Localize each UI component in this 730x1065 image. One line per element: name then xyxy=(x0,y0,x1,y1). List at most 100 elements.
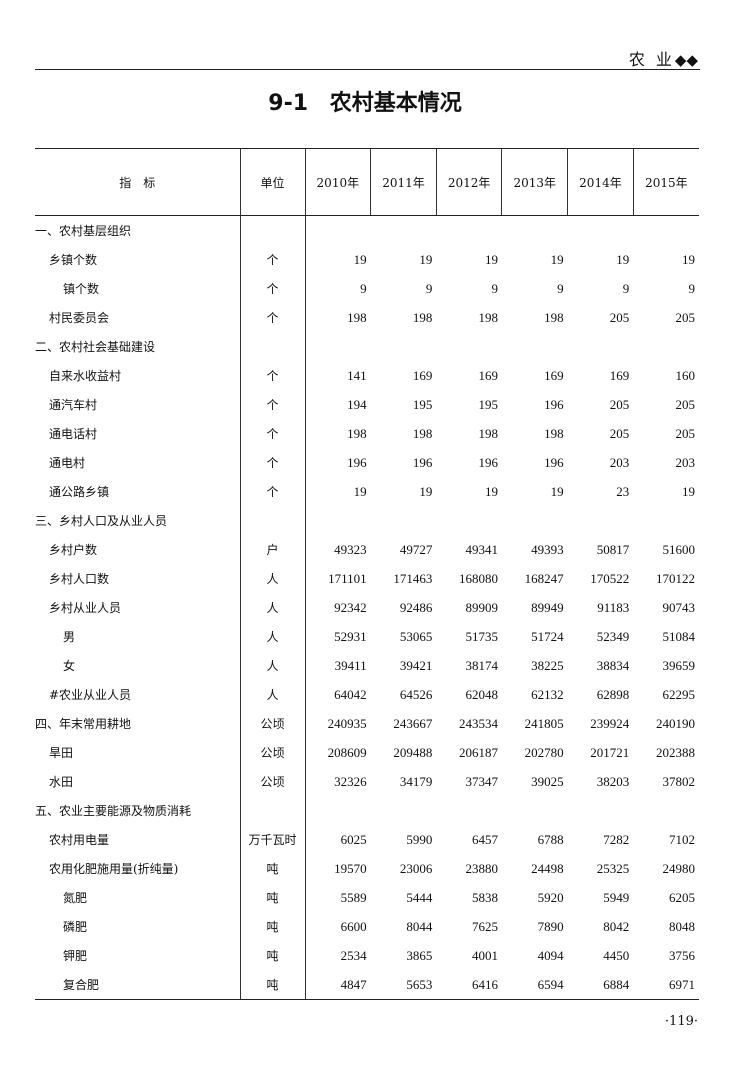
cell-value: 62295 xyxy=(662,686,696,702)
table-row: 磷肥 吨 6600 8044 7625 7890 8042 8048 xyxy=(35,912,699,941)
cell-value: 198 xyxy=(478,309,498,325)
row-label: 农用化肥施用量(折纯量) xyxy=(49,862,179,876)
cell-value xyxy=(436,506,502,535)
cell-value: 5589 xyxy=(340,889,367,905)
cell-value: 32326 xyxy=(334,773,367,789)
cell-value xyxy=(502,332,568,361)
table-row: 村民委员会 个 198 198 198 198 205 205 xyxy=(35,303,699,332)
row-label: 通汽车村 xyxy=(49,398,98,412)
cell-value xyxy=(436,332,502,361)
row-label: 乡村户数 xyxy=(49,543,98,557)
cell-value: 202388 xyxy=(656,744,695,760)
cell-value: 4001 xyxy=(471,947,498,963)
row-label: 通电话村 xyxy=(49,427,98,441)
table-row: 五、农业主要能源及物质消耗 xyxy=(35,796,699,825)
cell-value: 240190 xyxy=(656,715,695,731)
table-row: 乡村从业人员 人 92342 92486 89909 89949 91183 90743 xyxy=(35,593,699,622)
table-row: 旱田 公顷 208609 209488 206187 202780 201721 202388 xyxy=(35,738,699,767)
row-label: 乡镇个数 xyxy=(49,253,98,267)
row-unit: 吨 xyxy=(239,912,306,941)
cell-value: 19 xyxy=(353,483,367,499)
cell-value: 141 xyxy=(347,367,367,383)
cell-value: 5838 xyxy=(471,889,498,905)
row-unit: 个 xyxy=(239,419,306,448)
cell-value: 9 xyxy=(622,280,630,296)
cell-value: 194 xyxy=(347,396,367,412)
cell-value: 62132 xyxy=(531,686,564,702)
cell-value xyxy=(633,796,699,825)
cell-value xyxy=(371,332,437,361)
cell-value: 39421 xyxy=(399,657,433,673)
cell-value: 51084 xyxy=(662,628,696,644)
cell-value: 7890 xyxy=(537,918,564,934)
table-row: 二、农村社会基础建设 xyxy=(35,332,699,361)
cell-value: 34179 xyxy=(399,773,433,789)
row-label: 复合肥 xyxy=(35,970,240,1000)
cell-value: 2534 xyxy=(340,947,367,963)
table-row: 乡村户数 户 49323 49727 49341 49393 50817 51600 xyxy=(35,535,699,564)
row-unit xyxy=(239,796,306,825)
cell-value: 39659 xyxy=(662,657,696,673)
row-unit: 个 xyxy=(239,390,306,419)
cell-value: 38174 xyxy=(465,657,498,673)
rural-basic-table: 指 标单位 2010年 2011年 2012年 2013年 2014年 2015年 一、农村… xyxy=(35,148,699,1000)
cell-value: 203 xyxy=(609,454,630,470)
cell-value: 3756 xyxy=(669,947,695,963)
cell-value: 169 xyxy=(609,367,630,383)
cell-value: 37347 xyxy=(465,773,498,789)
cell-value xyxy=(502,796,568,825)
cell-value: 205 xyxy=(675,396,696,412)
cell-value: 198 xyxy=(544,425,564,441)
cell-value: 206187 xyxy=(458,744,498,760)
cell-value: 8044 xyxy=(406,918,433,934)
table-row: 三、乡村人口及从业人员 xyxy=(35,506,699,535)
cell-value: 90743 xyxy=(662,599,696,615)
cell-value: 53065 xyxy=(399,628,433,644)
cell-value: 4094 xyxy=(537,947,564,963)
cell-value: 49393 xyxy=(531,541,564,557)
table-row: 农村用电量 万千瓦时 6025 5990 6457 6788 7282 7102 xyxy=(35,825,699,854)
cell-value: 198 xyxy=(347,309,367,325)
column-header: 2013年 xyxy=(501,148,568,216)
cell-value: 62048 xyxy=(465,686,498,702)
row-unit: 户 xyxy=(239,535,306,564)
cell-value: 196 xyxy=(544,454,564,470)
cell-value: 64042 xyxy=(334,686,367,702)
cell-value: 198 xyxy=(347,425,367,441)
cell-value: 19 xyxy=(550,483,564,499)
table-row: 男 人 52931 53065 51735 51724 52349 51084 xyxy=(35,622,699,651)
cell-value: 239924 xyxy=(590,715,630,731)
row-unit: 个 xyxy=(239,448,306,477)
cell-value: 195 xyxy=(412,396,433,412)
cell-value: 196 xyxy=(478,454,498,470)
cell-value xyxy=(568,216,634,246)
cell-value: 19 xyxy=(353,251,367,267)
cell-value: 23006 xyxy=(399,860,433,876)
cell-value: 6884 xyxy=(567,970,634,1000)
cell-value: 49341 xyxy=(465,541,498,557)
cell-value: 198 xyxy=(412,309,433,325)
cell-value: 51600 xyxy=(662,541,696,557)
header-rule xyxy=(35,69,700,70)
cell-value: 19 xyxy=(550,251,564,267)
row-label: 乡村从业人员 xyxy=(49,601,122,615)
cell-value: 4847 xyxy=(305,970,371,1000)
cell-value: 9 xyxy=(688,280,696,296)
cell-value: 39025 xyxy=(531,773,564,789)
cell-value: 92486 xyxy=(399,599,433,615)
row-unit: 公顷 xyxy=(239,709,306,738)
row-unit: 吨 xyxy=(239,941,306,970)
cell-value: 62898 xyxy=(596,686,630,702)
row-label: 氮肥 xyxy=(63,891,88,905)
cell-value: 169 xyxy=(544,367,564,383)
cell-value: 7282 xyxy=(603,831,630,847)
cell-value: 50817 xyxy=(596,541,630,557)
row-label: 水田 xyxy=(49,775,74,789)
column-header: 指 标 xyxy=(35,148,240,216)
table-row: 通电村 个 196 196 196 196 203 203 xyxy=(35,448,699,477)
cell-value: 198 xyxy=(412,425,433,441)
section-name: 农 业 xyxy=(628,50,675,69)
cell-value: 243667 xyxy=(393,715,433,731)
row-label: 女 xyxy=(63,659,76,673)
row-label: 三、乡村人口及从业人员 xyxy=(35,514,168,528)
